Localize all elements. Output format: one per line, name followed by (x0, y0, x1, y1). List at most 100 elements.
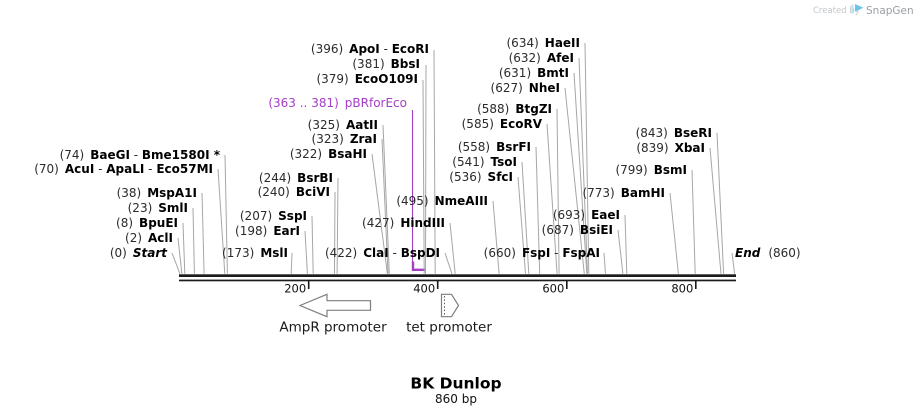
site-position: (322) (290, 147, 322, 161)
site-label[interactable]: (422) ClaI - BspDI (325, 246, 440, 260)
site-label[interactable]: (322) BsaHI (290, 147, 367, 161)
site-name: SfcI (488, 170, 513, 184)
site-label[interactable]: (38) MspA1I (117, 186, 197, 200)
site-name: ZraI (350, 132, 377, 146)
site-name: BtgZI (515, 102, 552, 116)
site-label[interactable]: (495) NmeAIII (396, 194, 488, 208)
site-label[interactable]: (588) BtgZI (477, 102, 552, 116)
site-label[interactable]: (634) HaeII (507, 36, 581, 50)
site-position: (381) (352, 57, 384, 71)
site-name: End (735, 246, 761, 260)
site-leader-line (182, 222, 186, 274)
tet-promoter-label[interactable]: tet promoter (406, 320, 492, 336)
site-leader-line (382, 124, 390, 274)
site-label[interactable]: (244) BsrBI (259, 171, 333, 185)
site-name: ClaI (363, 246, 388, 260)
site-label[interactable]: (325) AatII (308, 118, 378, 132)
site-name: EcoO109I (355, 72, 418, 86)
site-label[interactable]: (0) Start (110, 246, 168, 260)
site-label[interactable]: (558) BsrFI (458, 140, 531, 154)
site-position: (363 .. 381) (268, 96, 338, 110)
site-label[interactable]: (240) BciVI (258, 185, 330, 199)
site-leader-line (691, 169, 696, 274)
tet-promoter-arrow[interactable] (440, 293, 460, 318)
separator: - (94, 162, 106, 176)
site-name: XbaI (675, 141, 705, 155)
site-leader-line (603, 252, 606, 274)
site-position: (773) (582, 186, 614, 200)
site-label[interactable]: (585) EcoRV (462, 117, 543, 131)
site-leader-line (584, 42, 590, 274)
site-name: BciVI (296, 185, 330, 199)
site-label[interactable]: (2) AclI (125, 231, 173, 245)
site-label[interactable]: (396) ApoI - EcoRI (311, 42, 429, 56)
site-label[interactable]: (799) BsmI (615, 163, 687, 177)
site-name: SspI (278, 209, 307, 223)
separator: - (550, 246, 562, 260)
site-position: (585) (462, 117, 494, 131)
site-label[interactable]: (687) BsiEI (542, 223, 613, 237)
sequence-bar (179, 274, 736, 282)
site-label[interactable]: (660) FspI - FspAI (484, 246, 600, 260)
site-label[interactable]: (207) SspI (240, 209, 307, 223)
site-position: (588) (477, 102, 509, 116)
site-label[interactable]: (632) AfeI (509, 51, 574, 65)
site-position: (379) (316, 72, 348, 86)
site-label[interactable]: (381) BbsI (352, 57, 420, 71)
site-label[interactable]: (74) BaeGI - Bme1580I * (60, 148, 221, 162)
site-leader-line (709, 147, 722, 274)
site-label[interactable]: (631) BmtI (499, 66, 569, 80)
separator: - (144, 162, 156, 176)
site-label[interactable]: (323) ZraI (312, 132, 377, 146)
site-label[interactable]: (541) TsoI (452, 155, 517, 169)
site-label[interactable]: (198) EarI (235, 224, 300, 238)
site-leader-line (304, 230, 308, 274)
site-name: MslI (260, 246, 288, 260)
site-label[interactable]: (773) BamHI (582, 186, 665, 200)
site-name: EaeI (591, 208, 620, 222)
site-name: ApaLI (106, 162, 144, 176)
site-label[interactable]: (427) HindIII (362, 216, 445, 230)
site-label[interactable]: (627) NheI (491, 81, 560, 95)
site-leader-line (535, 146, 541, 274)
site-leader-line (217, 168, 226, 274)
site-label[interactable]: (23) SmlI (128, 201, 188, 215)
site-name: AcuI (65, 162, 94, 176)
site-leader-line (192, 207, 195, 274)
site-position: (207) (240, 209, 272, 223)
site-leader-line (449, 222, 456, 274)
ampr-promoter-arrow[interactable] (298, 293, 372, 318)
site-leader-line (425, 64, 427, 274)
site-name: AfeI (547, 51, 574, 65)
site-label[interactable]: (70) AcuI - ApaLI - Eco57MI (34, 162, 213, 176)
site-leader-line (521, 161, 530, 274)
site-label[interactable]: (173) MslI (222, 246, 288, 260)
site-name: HindIII (400, 216, 445, 230)
feature-tet-promoter[interactable]: tet promoter (406, 293, 492, 336)
site-label[interactable]: (536) SfcI (449, 170, 513, 184)
site-name: EcoRI (392, 42, 429, 56)
ruler-tick-label: 600 (542, 282, 564, 296)
site-leader-line (444, 252, 453, 274)
site-label[interactable]: (839) XbaI (636, 141, 705, 155)
feature-ampr-promoter[interactable]: AmpR promoter (279, 293, 387, 336)
primer-label[interactable]: (363 .. 381) pBRforEco (268, 96, 407, 110)
site-name: AclI (148, 231, 173, 245)
site-name: BbsI (391, 57, 420, 71)
site-label[interactable]: End (860) (735, 246, 801, 260)
site-label[interactable]: (8) BpuEI (116, 216, 178, 230)
site-leader-line (564, 87, 585, 274)
site-label[interactable]: (379) EcoO109I (316, 72, 418, 86)
site-position: (240) (258, 185, 290, 199)
site-label[interactable]: (693) EaeI (553, 208, 620, 222)
ampr-promoter-label[interactable]: AmpR promoter (279, 320, 387, 336)
site-leader-line (177, 237, 183, 274)
site-leader-line (617, 229, 624, 274)
site-label[interactable]: (843) BseRI (636, 126, 712, 140)
site-leader-line (290, 252, 293, 274)
site-name: SmlI (158, 201, 188, 215)
site-position: (2) (125, 231, 142, 245)
snapgene-logo-icon (851, 4, 864, 14)
site-leader-line (546, 123, 558, 274)
